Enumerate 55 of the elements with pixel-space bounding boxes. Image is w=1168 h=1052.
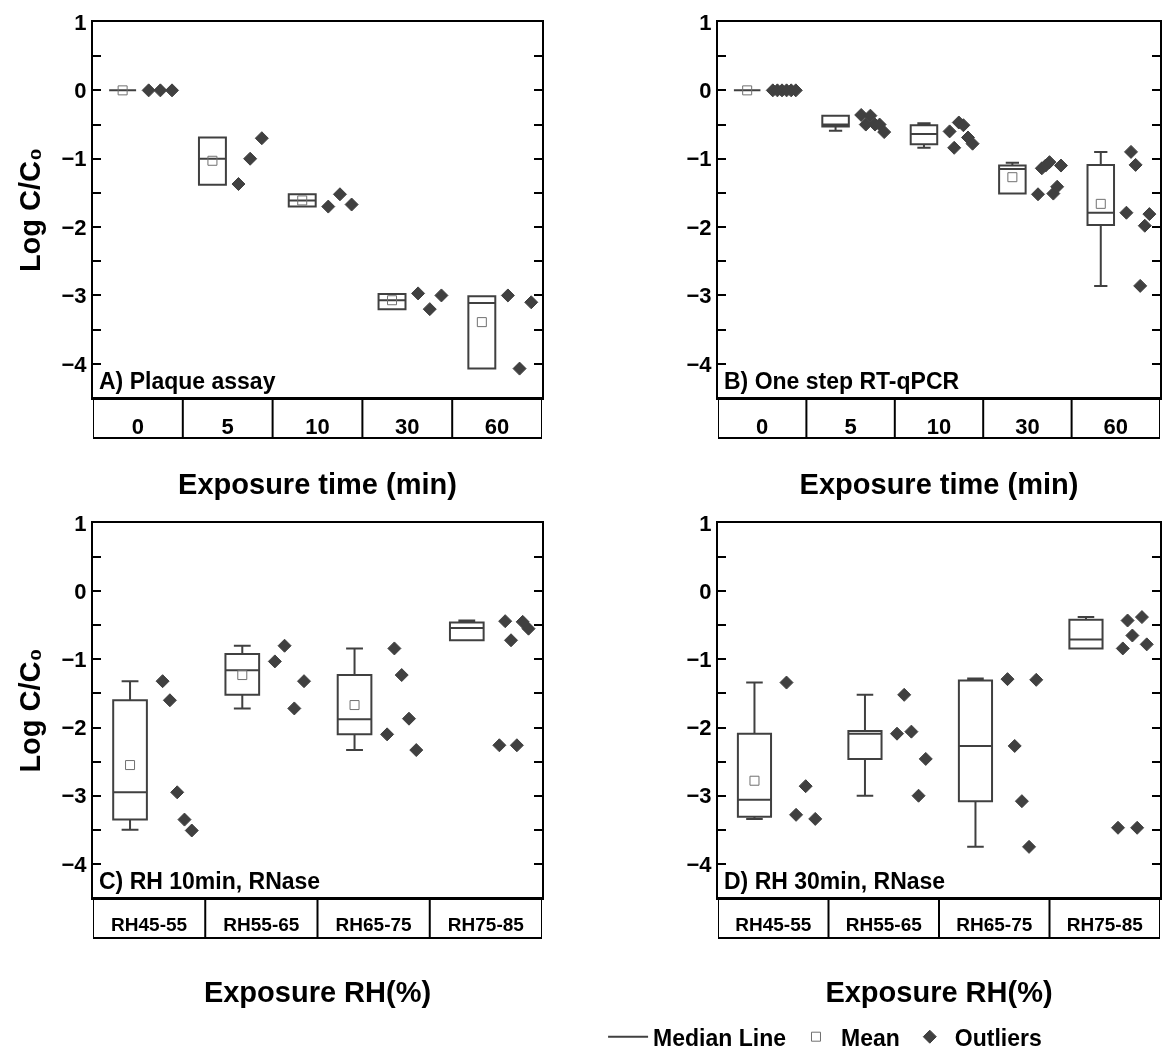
y-tick-label: 1	[699, 510, 712, 536]
x-tick-label: RH45-55	[735, 913, 812, 935]
x-tick-label: 30	[395, 414, 420, 440]
y-tick-label: −3	[686, 283, 712, 309]
y-tick-label: 1	[74, 9, 87, 35]
x-tick-label: 5	[221, 414, 234, 440]
y-tick-label: 0	[699, 578, 712, 604]
y-tick-label: 0	[699, 78, 712, 104]
y-tick-label: −2	[686, 715, 712, 741]
y-tick-label: −1	[61, 647, 87, 673]
y-tick-label: −2	[61, 715, 87, 741]
y-tick-label: −4	[686, 851, 713, 877]
text: A) Plaque assay	[99, 368, 276, 394]
x-tick-label: 60	[1103, 414, 1129, 440]
y-tick-label: −3	[686, 783, 712, 809]
y-tick-label: 1	[699, 9, 712, 35]
x-axis-title: Exposure time (min)	[799, 468, 1079, 500]
x-axis-title: Exposure RH(%)	[825, 976, 1053, 1009]
y-tick-label: −3	[61, 283, 87, 309]
y-tick-label: −3	[61, 783, 87, 809]
y-tick-label: 0	[74, 78, 87, 104]
x-axis-title: Exposure time (min)	[178, 468, 457, 500]
legend-label: Mean	[840, 1024, 900, 1051]
y-tick-label: −4	[61, 851, 88, 877]
y-tick-label: −1	[686, 647, 712, 673]
y-tick-label: −1	[61, 146, 87, 172]
y-tick-label: −4	[686, 351, 713, 377]
text: D) RH 30min, RNase	[724, 868, 946, 894]
x-tick-label: RH65-75	[335, 913, 413, 935]
x-tick-label: 0	[756, 414, 769, 440]
y-tick-label: −1	[686, 146, 712, 172]
legend-label: Outliers	[954, 1024, 1042, 1051]
x-tick-label: RH75-85	[1066, 913, 1144, 935]
legend-label: Median Line	[653, 1024, 786, 1051]
text: B) One step RT-qPCR	[724, 368, 960, 394]
y-tick-label: −4	[61, 351, 88, 377]
x-axis-title: Exposure RH(%)	[203, 976, 432, 1009]
x-tick-label: RH45-55	[111, 913, 188, 935]
x-tick-label: RH55-65	[845, 913, 923, 935]
y-tick-label: 0	[74, 578, 87, 604]
y-tick-label: −2	[686, 214, 712, 240]
y-axis-title: Log C/C₀	[14, 147, 47, 273]
y-tick-label: −2	[61, 214, 87, 240]
x-tick-label: 30	[1015, 414, 1040, 440]
x-tick-label: RH65-75	[956, 913, 1033, 935]
y-axis-title: Log C/C₀	[14, 648, 47, 773]
x-tick-label: RH55-65	[223, 913, 300, 935]
x-tick-label: 0	[131, 414, 145, 440]
x-tick-label: 60	[484, 414, 510, 440]
x-tick-label: 10	[926, 414, 952, 440]
x-tick-label: RH75-85	[447, 913, 525, 935]
x-tick-label: 10	[305, 414, 330, 440]
x-tick-label: 5	[844, 414, 857, 440]
y-tick-label: 1	[74, 510, 87, 536]
text: C) RH 10min, RNase	[99, 868, 321, 894]
